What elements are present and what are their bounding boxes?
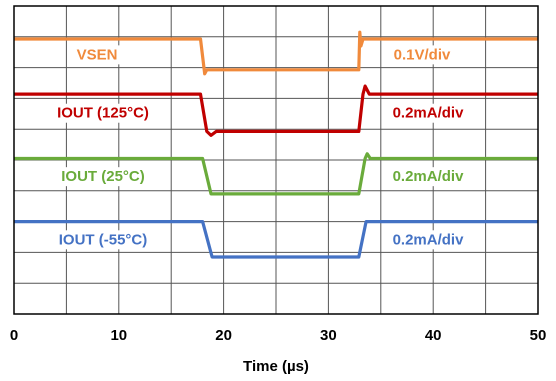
- x-tick-label-1: 10: [110, 327, 127, 344]
- series-label-vsen: VSEN: [77, 46, 118, 63]
- x-tick-label-2: 20: [215, 327, 232, 344]
- series-label-bg-iout-25: [58, 167, 148, 187]
- series-label-bg-iout-125: [54, 103, 152, 123]
- series-label-bg-iout-minus-55: [55, 230, 151, 250]
- vsen-trace: [14, 30, 538, 76]
- scale-label-iout-125: 0.2mA/div: [393, 105, 465, 122]
- x-tick-labels: 0 10 20 30 40 50: [10, 327, 547, 344]
- iout-125-trace: [14, 84, 538, 137]
- series-label-bg-vsen: [73, 45, 121, 65]
- scale-label-bg-iout-125: [389, 103, 467, 123]
- x-axis-label: Time (µs): [243, 358, 309, 375]
- series-label-group-iout-25: IOUT (25°C) 0.2mA/div: [58, 167, 467, 187]
- series-label-iout-25: IOUT (25°C): [61, 168, 145, 185]
- x-tick-label-0: 0: [10, 327, 18, 344]
- scale-label-bg-iout-minus-55: [389, 230, 467, 250]
- scale-label-bg-vsen: [390, 45, 454, 65]
- series-label-group-iout-125: IOUT (125°C) 0.2mA/div: [54, 103, 467, 123]
- series-label-iout-minus-55: IOUT (-55°C): [59, 231, 148, 248]
- traces: [14, 30, 538, 259]
- scale-label-vsen: 0.1V/div: [394, 46, 451, 63]
- iout-minus-55-trace: [14, 220, 538, 259]
- scale-label-iout-minus-55: 0.2mA/div: [393, 231, 465, 248]
- series-label-group-vsen: VSEN 0.1V/div: [73, 45, 454, 65]
- x-tick-label-4: 40: [425, 327, 442, 344]
- plot-frame: [13, 5, 539, 315]
- x-tick-label-5: 50: [530, 327, 547, 344]
- scale-label-bg-iout-25: [389, 167, 467, 187]
- x-tick-label-3: 30: [320, 327, 337, 344]
- series-labels: VSEN 0.1V/div IOUT (125°C) 0.2mA/div IOU…: [54, 45, 467, 250]
- series-label-group-iout-minus-55: IOUT (-55°C) 0.2mA/div: [55, 230, 467, 250]
- iout-25-trace: [14, 152, 538, 196]
- scale-label-iout-25: 0.2mA/div: [393, 168, 465, 185]
- series-label-iout-125: IOUT (125°C): [57, 105, 149, 122]
